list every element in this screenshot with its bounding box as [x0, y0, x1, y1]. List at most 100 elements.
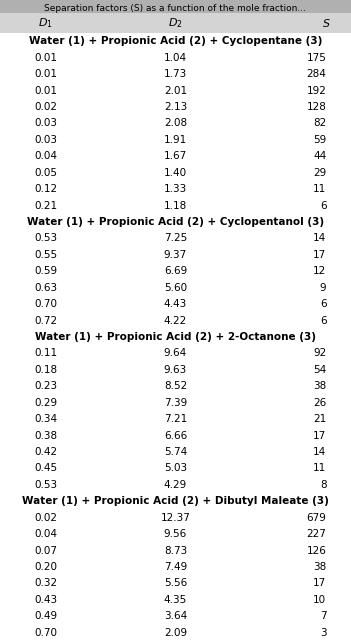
- Text: 4.29: 4.29: [164, 480, 187, 490]
- Text: 679: 679: [306, 513, 326, 523]
- Text: 1.40: 1.40: [164, 168, 187, 178]
- Text: 59: 59: [313, 135, 326, 145]
- Text: 0.38: 0.38: [34, 431, 57, 440]
- Text: 9.56: 9.56: [164, 529, 187, 539]
- Text: 26: 26: [313, 397, 326, 408]
- Text: Water (1) + Propionic Acid (2) + 2-Octanone (3): Water (1) + Propionic Acid (2) + 2-Octan…: [35, 332, 316, 342]
- Text: 5.60: 5.60: [164, 283, 187, 293]
- Text: 17: 17: [313, 578, 326, 588]
- Text: 0.42: 0.42: [34, 447, 57, 457]
- Text: 2.13: 2.13: [164, 102, 187, 112]
- Text: 29: 29: [313, 168, 326, 178]
- Text: 5.56: 5.56: [164, 578, 187, 588]
- Text: 0.63: 0.63: [34, 283, 57, 293]
- Text: 11: 11: [313, 184, 326, 194]
- Text: 21: 21: [313, 414, 326, 424]
- Text: 14: 14: [313, 233, 326, 244]
- Text: Water (1) + Propionic Acid (2) + Dibutyl Maleate (3): Water (1) + Propionic Acid (2) + Dibutyl…: [22, 496, 329, 506]
- Text: 0.20: 0.20: [34, 562, 57, 572]
- Text: 1.67: 1.67: [164, 151, 187, 162]
- Text: 10: 10: [313, 595, 326, 605]
- Text: 9.63: 9.63: [164, 365, 187, 375]
- Text: 4.43: 4.43: [164, 299, 187, 309]
- Text: 4.35: 4.35: [164, 595, 187, 605]
- Text: 0.04: 0.04: [34, 151, 57, 162]
- Text: 0.70: 0.70: [34, 628, 57, 638]
- Text: 227: 227: [306, 529, 326, 539]
- Text: 82: 82: [313, 119, 326, 128]
- Text: 92: 92: [313, 349, 326, 358]
- Text: 4.22: 4.22: [164, 315, 187, 326]
- Text: 7.21: 7.21: [164, 414, 187, 424]
- Text: 0.32: 0.32: [34, 578, 57, 588]
- Text: 0.04: 0.04: [34, 529, 57, 539]
- Text: 0.01: 0.01: [34, 69, 57, 79]
- Text: 0.05: 0.05: [34, 168, 57, 178]
- Text: 0.53: 0.53: [34, 480, 57, 490]
- Bar: [0, 13, 351, 33]
- Text: 6: 6: [320, 201, 326, 210]
- Text: 0.12: 0.12: [34, 184, 57, 194]
- Text: 1.33: 1.33: [164, 184, 187, 194]
- Text: 9.37: 9.37: [164, 250, 187, 260]
- Text: 8.52: 8.52: [164, 381, 187, 391]
- Text: 6: 6: [320, 299, 326, 309]
- Text: 6: 6: [320, 315, 326, 326]
- Text: 1.04: 1.04: [164, 53, 187, 63]
- Text: 0.02: 0.02: [34, 102, 57, 112]
- Text: 0.45: 0.45: [34, 463, 57, 474]
- Text: 5.74: 5.74: [164, 447, 187, 457]
- Text: 17: 17: [313, 250, 326, 260]
- Text: 0.18: 0.18: [34, 365, 57, 375]
- Text: 3.64: 3.64: [164, 612, 187, 621]
- Text: 0.11: 0.11: [34, 349, 57, 358]
- Text: 0.70: 0.70: [34, 299, 57, 309]
- Text: 284: 284: [306, 69, 326, 79]
- Text: 14: 14: [313, 447, 326, 457]
- Text: 1.91: 1.91: [164, 135, 187, 145]
- Text: 6.69: 6.69: [164, 266, 187, 276]
- Text: 0.01: 0.01: [34, 53, 57, 63]
- Text: 0.55: 0.55: [34, 250, 57, 260]
- Text: 7.49: 7.49: [164, 562, 187, 572]
- Text: 1.18: 1.18: [164, 201, 187, 210]
- Text: Water (1) + Propionic Acid (2) + Cyclopentane (3): Water (1) + Propionic Acid (2) + Cyclope…: [29, 36, 322, 46]
- Text: 2.08: 2.08: [164, 119, 187, 128]
- Text: 7.39: 7.39: [164, 397, 187, 408]
- Text: 0.49: 0.49: [34, 612, 57, 621]
- Text: 3: 3: [320, 628, 326, 638]
- Text: 0.72: 0.72: [34, 315, 57, 326]
- Text: 0.03: 0.03: [34, 119, 57, 128]
- Text: 192: 192: [306, 85, 326, 96]
- Bar: [0, 0, 351, 13]
- Text: 11: 11: [313, 463, 326, 474]
- Text: 0.43: 0.43: [34, 595, 57, 605]
- Text: 0.34: 0.34: [34, 414, 57, 424]
- Text: 0.23: 0.23: [34, 381, 57, 391]
- Text: 6.66: 6.66: [164, 431, 187, 440]
- Text: 38: 38: [313, 381, 326, 391]
- Text: 128: 128: [306, 102, 326, 112]
- Text: 7.25: 7.25: [164, 233, 187, 244]
- Text: Separation factors (S) as a function of the mole fraction...: Separation factors (S) as a function of …: [45, 4, 306, 13]
- Text: $D_1$: $D_1$: [38, 16, 53, 30]
- Text: 0.21: 0.21: [34, 201, 57, 210]
- Text: 17: 17: [313, 431, 326, 440]
- Text: 0.53: 0.53: [34, 233, 57, 244]
- Text: 0.59: 0.59: [34, 266, 57, 276]
- Text: 0.01: 0.01: [34, 85, 57, 96]
- Text: 0.07: 0.07: [34, 545, 57, 556]
- Text: 5.03: 5.03: [164, 463, 187, 474]
- Text: 2.01: 2.01: [164, 85, 187, 96]
- Text: 9: 9: [320, 283, 326, 293]
- Text: 0.02: 0.02: [34, 513, 57, 523]
- Text: 9.64: 9.64: [164, 349, 187, 358]
- Text: 7: 7: [320, 612, 326, 621]
- Text: 8: 8: [320, 480, 326, 490]
- Text: Water (1) + Propionic Acid (2) + Cyclopentanol (3): Water (1) + Propionic Acid (2) + Cyclope…: [27, 217, 324, 227]
- Text: 0.03: 0.03: [34, 135, 57, 145]
- Text: $D_2$: $D_2$: [168, 16, 183, 30]
- Text: 1.73: 1.73: [164, 69, 187, 79]
- Text: 175: 175: [306, 53, 326, 63]
- Text: 8.73: 8.73: [164, 545, 187, 556]
